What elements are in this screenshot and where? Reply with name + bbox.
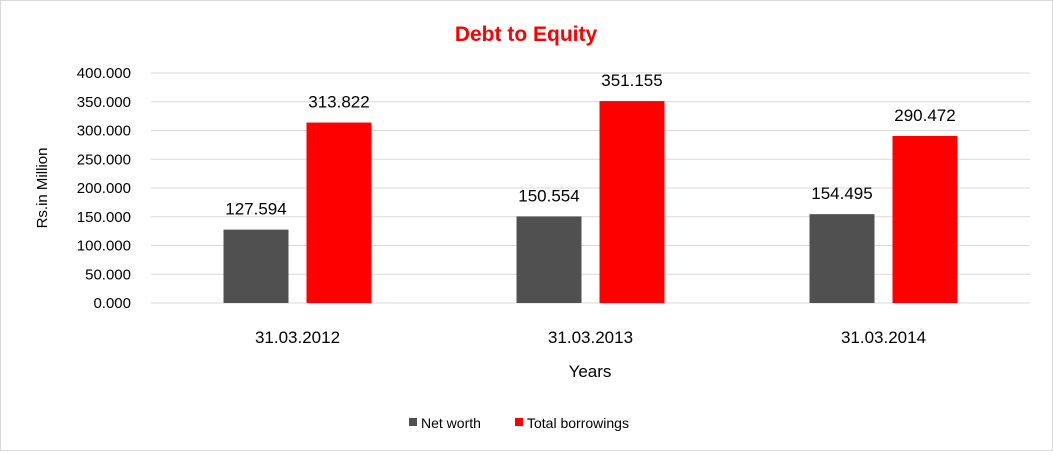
bar [516,216,582,303]
y-tick-label: 150.000 [77,209,131,226]
x-tick-label: 31.03.2013 [548,328,633,347]
bar [809,214,875,303]
gridlines [151,72,1030,304]
x-tick-label: 31.03.2012 [255,328,340,347]
y-tick-label: 200.000 [77,180,131,197]
bar [599,101,665,303]
data-label: 127.594 [225,200,286,219]
legend-swatch [515,418,523,426]
data-label: 351.155 [601,71,662,90]
y-tick-label: 350.000 [77,94,131,111]
data-labels: 127.594 313.822 150.554 351.155 154.495 290.4… [225,71,955,219]
legend-label: Total borrowings [527,415,629,431]
bar [892,135,958,303]
legend: Net worth Total borrowings [409,415,629,431]
data-label: 290.472 [894,106,955,125]
y-axis-title: Rs.in Million [34,148,51,229]
bar [223,229,289,303]
bars [223,101,958,303]
y-tick-label: 300.000 [77,123,131,140]
x-tick-label: 31.03.2014 [841,328,926,347]
x-axis-ticks: 31.03.2012 31.03.2013 31.03.2014 [255,328,926,347]
data-label: 154.495 [811,184,872,203]
y-tick-label: 0.000 [93,295,131,312]
y-tick-label: 250.000 [77,151,131,168]
bar [306,122,372,303]
y-tick-label: 100.000 [77,238,131,255]
chart-title: Debt to Equity [455,23,598,46]
y-tick-label: 400.000 [77,65,131,82]
y-tick-label: 50.000 [85,266,131,283]
x-axis-title: Years [569,362,612,381]
y-axis-ticks: 0.000 50.000 100.000 150.000 200.000 250.000 3… [77,65,131,312]
data-label: 313.822 [308,93,369,112]
legend-label: Net worth [421,415,481,431]
data-label: 150.554 [518,186,579,205]
legend-swatch [409,418,417,426]
